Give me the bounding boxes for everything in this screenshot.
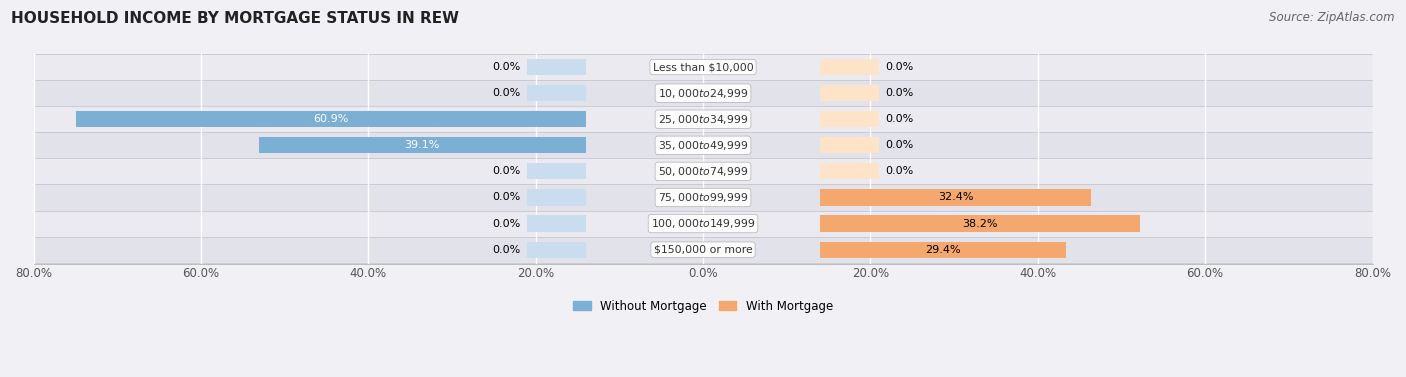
Text: 0.0%: 0.0%	[492, 62, 520, 72]
Text: 60.9%: 60.9%	[314, 114, 349, 124]
Bar	[34, 54, 1372, 80]
Text: 0.0%: 0.0%	[886, 88, 914, 98]
Bar	[34, 210, 1372, 237]
Text: $150,000 or more: $150,000 or more	[654, 245, 752, 254]
Text: 38.2%: 38.2%	[962, 219, 998, 228]
Bar	[259, 137, 586, 153]
Bar	[76, 111, 586, 127]
Bar	[820, 189, 1091, 205]
Bar	[820, 85, 879, 101]
Text: 0.0%: 0.0%	[886, 114, 914, 124]
Bar	[527, 216, 586, 231]
Text: $50,000 to $74,999: $50,000 to $74,999	[658, 165, 748, 178]
Bar	[820, 216, 1140, 231]
Bar	[820, 216, 1140, 231]
Bar	[259, 137, 586, 153]
Text: 0.0%: 0.0%	[492, 245, 520, 254]
Bar	[34, 106, 1372, 132]
Bar	[527, 85, 586, 101]
Text: 39.1%: 39.1%	[405, 140, 440, 150]
Text: $75,000 to $99,999: $75,000 to $99,999	[658, 191, 748, 204]
Bar	[820, 59, 879, 75]
Bar	[34, 132, 1372, 158]
Bar	[820, 111, 879, 127]
Bar	[527, 242, 586, 258]
Bar	[527, 189, 586, 205]
Bar	[34, 184, 1372, 210]
Bar	[34, 158, 1372, 184]
Bar	[527, 59, 586, 75]
Text: 29.4%: 29.4%	[925, 245, 960, 254]
Text: 0.0%: 0.0%	[492, 193, 520, 202]
Text: 0.0%: 0.0%	[886, 166, 914, 176]
Text: HOUSEHOLD INCOME BY MORTGAGE STATUS IN REW: HOUSEHOLD INCOME BY MORTGAGE STATUS IN R…	[11, 11, 460, 26]
Text: 0.0%: 0.0%	[492, 88, 520, 98]
Bar	[76, 111, 586, 127]
Bar	[820, 242, 1066, 258]
Bar	[527, 163, 586, 179]
Text: Source: ZipAtlas.com: Source: ZipAtlas.com	[1270, 11, 1395, 24]
Bar	[34, 237, 1372, 263]
Text: 0.0%: 0.0%	[492, 166, 520, 176]
Text: 0.0%: 0.0%	[492, 219, 520, 228]
Legend: Without Mortgage, With Mortgage: Without Mortgage, With Mortgage	[568, 295, 838, 317]
Text: $10,000 to $24,999: $10,000 to $24,999	[658, 87, 748, 100]
Bar	[820, 189, 1091, 205]
Bar	[820, 137, 879, 153]
Text: $35,000 to $49,999: $35,000 to $49,999	[658, 139, 748, 152]
Text: $100,000 to $149,999: $100,000 to $149,999	[651, 217, 755, 230]
Text: 0.0%: 0.0%	[886, 140, 914, 150]
Text: 0.0%: 0.0%	[886, 62, 914, 72]
Text: Less than $10,000: Less than $10,000	[652, 62, 754, 72]
Bar	[820, 163, 879, 179]
Bar	[34, 80, 1372, 106]
Bar	[820, 242, 1066, 258]
Text: 32.4%: 32.4%	[938, 193, 973, 202]
Text: $25,000 to $34,999: $25,000 to $34,999	[658, 113, 748, 126]
